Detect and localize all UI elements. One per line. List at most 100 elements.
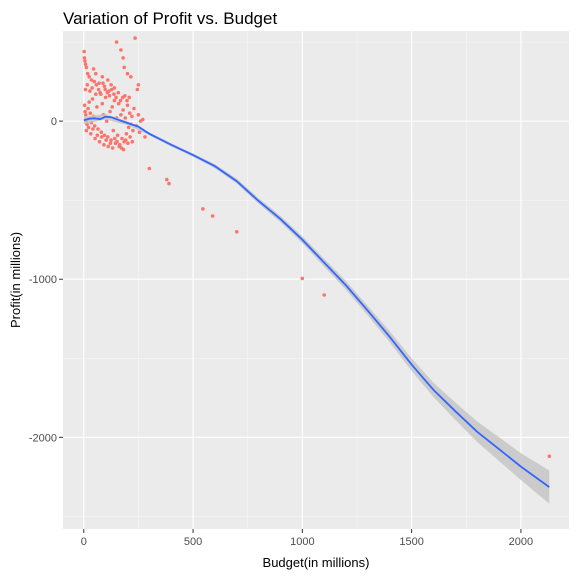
data-point [135, 87, 140, 92]
data-point [84, 128, 89, 133]
x-tick-label: 0 [81, 536, 87, 548]
data-point [210, 214, 215, 218]
data-point [99, 92, 103, 96]
data-point [119, 113, 123, 117]
data-point [90, 97, 95, 101]
data-point [111, 128, 116, 133]
data-point [87, 100, 91, 104]
data-point [125, 71, 130, 76]
data-point [88, 89, 92, 93]
data-point [102, 84, 107, 89]
data-point [92, 79, 97, 84]
data-point [114, 95, 118, 100]
data-point [104, 138, 108, 142]
data-point [133, 36, 137, 40]
data-point [136, 83, 141, 87]
data-point [130, 114, 134, 119]
data-point [119, 48, 123, 52]
x-axis: 0 500 1000 1500 2000 [81, 529, 533, 548]
data-point [300, 276, 305, 281]
data-point [143, 135, 147, 139]
data-point [99, 135, 104, 139]
data-point [122, 65, 126, 70]
data-point [85, 83, 90, 87]
y-axis-label: Profit(in millions) [8, 232, 23, 328]
data-point [123, 138, 128, 142]
data-point [95, 133, 100, 138]
data-point [93, 136, 97, 141]
data-point [83, 59, 87, 63]
data-point [91, 127, 95, 131]
data-point [147, 166, 152, 171]
data-point [109, 83, 113, 87]
data-point [83, 62, 88, 66]
data-point [136, 113, 141, 117]
data-point [124, 132, 129, 136]
data-point [132, 106, 136, 111]
data-point [110, 105, 114, 109]
data-point [107, 94, 112, 98]
data-point [112, 86, 117, 90]
data-point [103, 87, 107, 92]
data-point [127, 111, 132, 115]
y-tick-label: -2000 [29, 432, 57, 444]
data-point [121, 108, 125, 112]
data-point [89, 132, 93, 136]
data-point [101, 81, 105, 85]
data-point [86, 125, 91, 130]
data-point [123, 94, 127, 98]
data-point [165, 177, 169, 182]
data-point [102, 143, 106, 147]
data-point [108, 109, 112, 114]
data-point [109, 87, 114, 92]
data-point [115, 133, 120, 138]
data-point [128, 135, 132, 139]
x-tick-label: 1500 [399, 536, 423, 548]
data-point [104, 119, 109, 123]
data-point [94, 92, 98, 96]
x-axis-label: Budget(in millions) [263, 555, 370, 570]
chart-title: Variation of Profit vs. Budget [63, 9, 277, 28]
data-point [167, 181, 171, 186]
data-point [116, 101, 121, 106]
data-point [125, 103, 130, 108]
data-point [96, 127, 100, 131]
data-point [97, 139, 102, 144]
data-point [85, 71, 90, 76]
data-point [125, 98, 129, 103]
data-point [87, 75, 91, 79]
data-point [83, 113, 88, 117]
data-point [83, 87, 88, 92]
data-point [141, 117, 145, 122]
smooth-trend-line [83, 115, 550, 488]
data-point [322, 293, 327, 297]
data-point [114, 40, 119, 44]
data-point [84, 65, 89, 70]
data-point [112, 98, 117, 103]
data-point [120, 136, 124, 141]
x-tick-label: 1000 [290, 536, 314, 548]
data-point [115, 139, 119, 144]
data-point [129, 75, 133, 79]
data-point [92, 124, 97, 128]
data-point [121, 56, 125, 60]
data-point [103, 95, 108, 100]
data-point [131, 128, 135, 133]
data-point [105, 90, 110, 95]
data-point [90, 86, 94, 90]
data-point [123, 116, 128, 120]
data-point [108, 141, 113, 145]
data-point [121, 147, 126, 152]
data-point [91, 67, 96, 71]
data-point [97, 81, 101, 85]
data-point [118, 98, 123, 103]
data-point [130, 139, 135, 144]
data-point [137, 130, 142, 134]
data-point [106, 78, 110, 82]
data-point [99, 130, 104, 134]
data-point [112, 92, 116, 96]
data-point [201, 207, 205, 211]
x-tick-label: 2000 [509, 536, 533, 548]
data-point [235, 230, 239, 234]
